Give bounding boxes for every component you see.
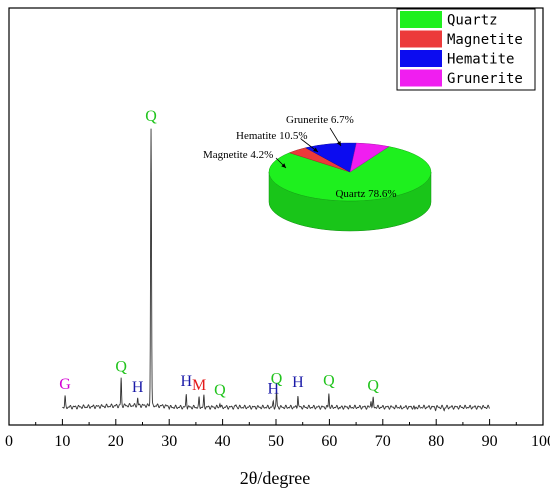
x-tick-label: 100 (531, 433, 550, 450)
legend-swatch-quartz (400, 11, 442, 28)
legend-swatch-grunerite (400, 69, 442, 87)
x-axis-label: 2θ/degree (240, 468, 311, 488)
pie-label-grunerite: Grunerite 6.7% (286, 114, 354, 126)
peak-label-Q: Q (271, 370, 283, 387)
peak-label-H: H (292, 374, 304, 391)
peak-label-Q: Q (367, 378, 379, 395)
x-tick-label: 70 (375, 433, 391, 450)
peak-label-Q: Q (214, 382, 226, 399)
x-tick-label: 50 (268, 433, 284, 450)
pie-chart: Quartz 78.6% Magnetite 4.2% Hematite 10.5%… (203, 114, 432, 232)
pie-slice-grunerite (349, 142, 390, 173)
peak-label-M: M (192, 377, 206, 394)
x-tick-label: 30 (161, 433, 177, 450)
x-tick-label: 60 (321, 433, 337, 450)
legend-label-hematite: Hematite (447, 52, 514, 68)
legend-label-magnetite: Magnetite (447, 32, 523, 48)
peak-label-Q: Q (145, 108, 157, 125)
pie-leader-arrow (336, 141, 341, 146)
legend-swatch-magnetite (400, 30, 442, 48)
xrd-pattern-line (62, 128, 490, 412)
peak-label-H: H (268, 380, 280, 397)
peak-label-Q: Q (115, 359, 127, 376)
legend-label-grunerite: Grunerite (447, 71, 523, 87)
x-tick-label: 0 (5, 433, 13, 450)
legend-label-quartz: Quartz (447, 13, 498, 29)
x-tick-label: 80 (428, 433, 444, 450)
x-tick-label: 10 (54, 433, 70, 450)
xrd-plot: 0102030405060708090100GQHQHMQHQHQQ (5, 7, 550, 450)
pie-slice-quartz (268, 146, 432, 202)
peak-label-H: H (132, 379, 144, 396)
x-tick-label: 90 (482, 433, 498, 450)
x-tick-label: 40 (215, 433, 231, 450)
pie-leader-arrow (281, 163, 286, 168)
x-tick-label: 20 (108, 433, 124, 450)
pie-label-quartz: Quartz 78.6% (335, 188, 396, 200)
peak-label-G: G (59, 376, 71, 393)
peak-label-Q: Q (323, 372, 335, 389)
pie-label-magnetite: Magnetite 4.2% (203, 149, 273, 161)
legend: Quartz Magnetite Hematite Grunerite (396, 8, 536, 91)
pie-label-hematite: Hematite 10.5% (236, 130, 307, 142)
legend-swatch-hematite (400, 50, 442, 67)
pie-leader-arrow (313, 147, 318, 152)
peak-label-H: H (181, 373, 193, 390)
